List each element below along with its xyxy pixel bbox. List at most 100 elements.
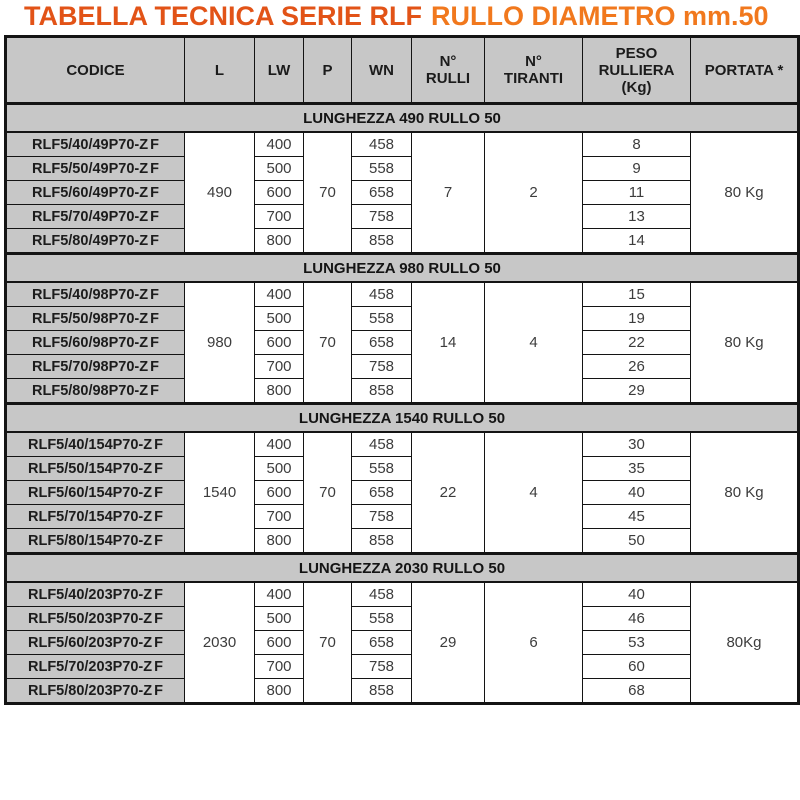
code-value: RLF5/60/49P70-Z F bbox=[32, 184, 159, 201]
code-value: RLF5/40/154P70-Z F bbox=[28, 436, 163, 453]
table-row: RLF5/40/49P70-Z F 490 400 70 458 7 2 8 80… bbox=[5, 131, 799, 254]
lw-value: 600 bbox=[254, 630, 304, 655]
code-suffix-f: F bbox=[154, 610, 163, 627]
code-suffix-f: F bbox=[150, 334, 159, 351]
rulli-value: 7 bbox=[411, 131, 485, 254]
code-cell: RLF5/50/49P70-Z F bbox=[5, 156, 185, 181]
lw-value: 400 bbox=[254, 131, 304, 157]
code-value: RLF5/40/98P70-Z F bbox=[32, 286, 159, 303]
code-suffix-f: F bbox=[154, 658, 163, 675]
header-peso-rulliera: PESO RULLIERA (Kg) bbox=[582, 36, 691, 104]
wn-value: 758 bbox=[351, 204, 412, 229]
peso-value: 15 bbox=[582, 281, 691, 307]
code-suffix-f: F bbox=[150, 358, 159, 375]
wn-value: 858 bbox=[351, 228, 412, 254]
code-value: RLF5/80/49P70-Z F bbox=[32, 232, 159, 249]
lw-value: 600 bbox=[254, 480, 304, 505]
code-cell: RLF5/40/49P70-Z F bbox=[5, 131, 185, 157]
rulli-value: 29 bbox=[411, 581, 485, 704]
table-row: RLF5/50/203P70-Z F 500 558 46 bbox=[5, 606, 799, 631]
code-suffix-f: F bbox=[150, 232, 159, 249]
code-cell: RLF5/70/154P70-Z F bbox=[5, 504, 185, 529]
code-value: RLF5/70/49P70-Z F bbox=[32, 208, 159, 225]
lw-value: 500 bbox=[254, 156, 304, 181]
l-value: 1540 bbox=[184, 431, 255, 554]
code-value: RLF5/80/203P70-Z F bbox=[28, 682, 163, 699]
table-row: RLF5/60/49P70-Z F 600 658 11 bbox=[5, 180, 799, 205]
wn-value: 458 bbox=[351, 131, 412, 157]
code-value: RLF5/80/98P70-Z F bbox=[32, 382, 159, 399]
code-value: RLF5/60/203P70-Z F bbox=[28, 634, 163, 651]
table-header-row: CODICE L LW P WN N° RULLI N° TIRANTI PES… bbox=[5, 36, 799, 104]
code-suffix-f: F bbox=[154, 460, 163, 477]
code-value: RLF5/70/98P70-Z F bbox=[32, 358, 159, 375]
lw-value: 500 bbox=[254, 606, 304, 631]
code-value: RLF5/60/154P70-Z F bbox=[28, 484, 163, 501]
header-n-rulli: N° RULLI bbox=[411, 36, 485, 104]
table-row: RLF5/50/154P70-Z F 500 558 35 bbox=[5, 456, 799, 481]
table-row: RLF5/60/154P70-Z F 600 658 40 bbox=[5, 480, 799, 505]
lw-value: 400 bbox=[254, 431, 304, 457]
peso-value: 68 bbox=[582, 678, 691, 704]
code-suffix-f: F bbox=[154, 682, 163, 699]
rulli-value: 14 bbox=[411, 281, 485, 404]
wn-value: 658 bbox=[351, 180, 412, 205]
table-row: RLF5/80/49P70-Z F 800 858 14 bbox=[5, 228, 799, 254]
lw-value: 800 bbox=[254, 678, 304, 704]
wn-value: 858 bbox=[351, 528, 412, 554]
peso-value: 50 bbox=[582, 528, 691, 554]
l-value: 980 bbox=[184, 281, 255, 404]
code-suffix-f: F bbox=[150, 286, 159, 303]
code-value: RLF5/50/203P70-Z F bbox=[28, 610, 163, 627]
table-row: RLF5/80/98P70-Z F 800 858 29 bbox=[5, 378, 799, 404]
section-title: LUNGHEZZA 1540 RULLO 50 bbox=[5, 402, 799, 433]
tiranti-value: 4 bbox=[484, 431, 583, 554]
peso-value: 19 bbox=[582, 306, 691, 331]
peso-value: 35 bbox=[582, 456, 691, 481]
code-cell: RLF5/50/203P70-Z F bbox=[5, 606, 185, 631]
wn-value: 658 bbox=[351, 480, 412, 505]
technical-table: CODICE L LW P WN N° RULLI N° TIRANTI PES… bbox=[4, 35, 800, 705]
lw-value: 600 bbox=[254, 330, 304, 355]
peso-value: 22 bbox=[582, 330, 691, 355]
peso-value: 46 bbox=[582, 606, 691, 631]
lw-value: 400 bbox=[254, 281, 304, 307]
code-suffix-f: F bbox=[150, 184, 159, 201]
code-value: RLF5/50/98P70-Z F bbox=[32, 310, 159, 327]
table-row: RLF5/40/203P70-Z F 2030 400 70 458 29 6 4… bbox=[5, 581, 799, 704]
peso-value: 45 bbox=[582, 504, 691, 529]
code-suffix-f: F bbox=[154, 508, 163, 525]
lw-value: 800 bbox=[254, 228, 304, 254]
header-codice: CODICE bbox=[5, 36, 185, 104]
lw-value: 400 bbox=[254, 581, 304, 607]
code-suffix-f: F bbox=[154, 586, 163, 603]
page-title: TABELLA TECNICA SERIE RLF RULLO DIAMETRO … bbox=[24, 1, 800, 32]
wn-value: 758 bbox=[351, 654, 412, 679]
code-cell: RLF5/60/154P70-Z F bbox=[5, 480, 185, 505]
code-suffix-f: F bbox=[150, 310, 159, 327]
section-header-490: LUNGHEZZA 490 RULLO 50 bbox=[5, 102, 799, 133]
peso-value: 8 bbox=[582, 131, 691, 157]
peso-value: 14 bbox=[582, 228, 691, 254]
section-title: LUNGHEZZA 2030 RULLO 50 bbox=[5, 552, 799, 583]
code-value: RLF5/40/203P70-Z F bbox=[28, 586, 163, 603]
page-title-diameter: RULLO DIAMETRO mm.50 bbox=[431, 1, 769, 31]
table-row: RLF5/60/203P70-Z F 600 658 53 bbox=[5, 630, 799, 655]
code-suffix-f: F bbox=[154, 532, 163, 549]
section-header-2030: LUNGHEZZA 2030 RULLO 50 bbox=[5, 552, 799, 583]
table-row: RLF5/40/154P70-Z F 1540 400 70 458 22 4 3… bbox=[5, 431, 799, 554]
peso-value: 53 bbox=[582, 630, 691, 655]
lw-value: 500 bbox=[254, 456, 304, 481]
lw-value: 800 bbox=[254, 378, 304, 404]
header-lw: LW bbox=[254, 36, 304, 104]
code-suffix-f: F bbox=[150, 160, 159, 177]
code-cell: RLF5/80/49P70-Z F bbox=[5, 228, 185, 254]
code-cell: RLF5/40/154P70-Z F bbox=[5, 431, 185, 457]
code-suffix-f: F bbox=[154, 634, 163, 651]
table-row: RLF5/50/98P70-Z F 500 558 19 bbox=[5, 306, 799, 331]
code-value: RLF5/60/98P70-Z F bbox=[32, 334, 159, 351]
peso-value: 60 bbox=[582, 654, 691, 679]
p-value: 70 bbox=[303, 431, 352, 554]
rulli-value: 22 bbox=[411, 431, 485, 554]
code-cell: RLF5/80/154P70-Z F bbox=[5, 528, 185, 554]
